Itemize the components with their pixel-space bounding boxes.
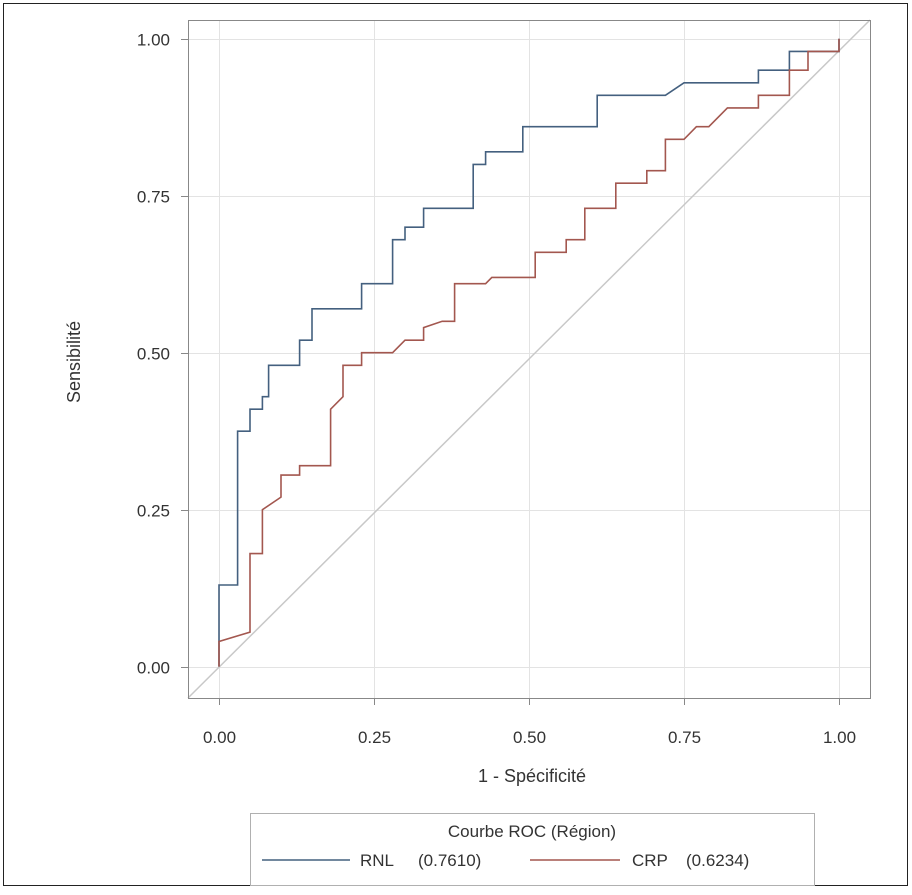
y-tick-label: 1.00 xyxy=(137,31,170,50)
series-line-crp xyxy=(218,38,840,667)
x-tick-label: 0.75 xyxy=(668,728,701,747)
y-axis-ticks: 0.00 0.25 0.50 0.75 1.00 xyxy=(137,31,188,678)
legend-title: Courbe ROC (Région) xyxy=(448,822,616,841)
y-tick-label: 0.25 xyxy=(137,502,170,521)
x-tick-label: 0.50 xyxy=(513,728,546,747)
y-tick-label: 0.50 xyxy=(137,345,170,364)
legend-auc-rnl: (0.7610) xyxy=(418,851,481,870)
x-tick-label: 0.00 xyxy=(203,728,236,747)
series-line-rnl xyxy=(218,38,840,667)
legend-auc-crp: (0.6234) xyxy=(686,851,749,870)
x-tick-label: 0.25 xyxy=(358,728,391,747)
legend: Courbe ROC (Région) RNL (0.7610) CRP (0.… xyxy=(250,813,815,886)
reference-diagonal xyxy=(187,19,871,699)
legend-box xyxy=(250,813,815,886)
legend-label-crp: CRP xyxy=(632,851,668,870)
x-axis-label: 1 - Spécificité xyxy=(478,766,586,786)
y-axis-label: Sensibilité xyxy=(64,321,84,403)
x-axis-ticks: 0.00 0.25 0.50 0.75 1.00 xyxy=(203,698,856,747)
outer-border xyxy=(3,3,908,886)
legend-label-rnl: RNL xyxy=(360,851,394,870)
gridlines xyxy=(188,20,870,698)
y-tick-label: 0.75 xyxy=(137,188,170,207)
series-layer xyxy=(218,38,840,667)
x-tick-label: 1.00 xyxy=(823,728,856,747)
y-tick-label: 0.00 xyxy=(137,659,170,678)
